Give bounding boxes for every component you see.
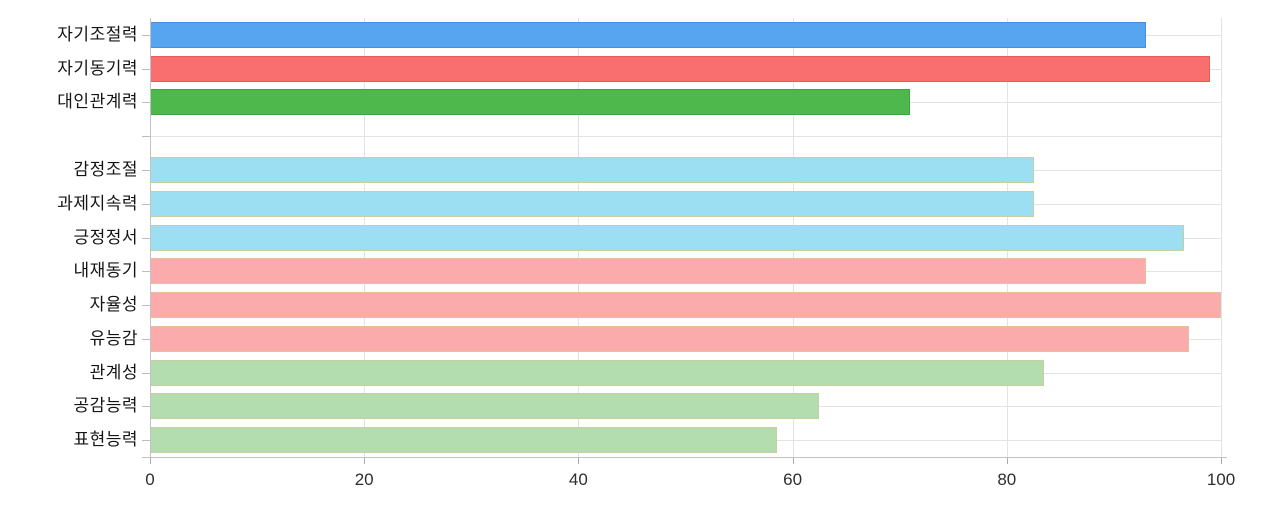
- category-label: 자기조절력: [57, 24, 138, 44]
- category-label: 긍정정서: [73, 227, 138, 247]
- category-tick: [142, 271, 150, 273]
- category-label: 자기동기력: [57, 58, 138, 78]
- category-label: 관계성: [89, 362, 138, 382]
- category-tick: [142, 305, 150, 307]
- category-label: 대인관계력: [57, 92, 138, 112]
- category-tick: [142, 372, 150, 374]
- bar-표현능력: [150, 427, 777, 454]
- bar-과제지속력: [150, 190, 1034, 217]
- category-tick: [142, 102, 150, 104]
- bar-내재동기: [150, 258, 1147, 285]
- x-tick-label: 20: [354, 470, 374, 489]
- category-tick: [142, 338, 150, 340]
- bar-자기조절력: [150, 21, 1147, 48]
- category-label: 감정조절: [73, 159, 138, 179]
- y-axis-line: [150, 18, 151, 458]
- bar-대인관계력: [150, 89, 911, 116]
- bar-자율성: [150, 292, 1221, 319]
- x-axis-line: [142, 457, 1227, 458]
- x-axis-tick: [364, 457, 366, 464]
- category-label: 공감능력: [73, 396, 138, 416]
- bar-관계성: [150, 359, 1045, 386]
- category-tick: [142, 34, 150, 36]
- x-axis-tick: [1006, 457, 1008, 464]
- category-label: 유능감: [89, 328, 138, 348]
- category-tick: [142, 203, 150, 205]
- category-tick: [142, 440, 150, 442]
- category-label: 자율성: [89, 295, 138, 315]
- bar-유능감: [150, 325, 1189, 352]
- bar-공감능력: [150, 393, 820, 420]
- x-tick-label: 80: [997, 470, 1017, 489]
- category-tick: [142, 136, 150, 138]
- x-tick-label: 0: [145, 470, 155, 489]
- x-tick-label: 60: [783, 470, 803, 489]
- category-tick: [142, 68, 150, 70]
- bar-긍정정서: [150, 224, 1184, 251]
- x-tick-label: 100: [1206, 470, 1236, 489]
- x-tick-label: 40: [568, 470, 588, 489]
- x-axis-tick: [792, 457, 794, 464]
- horizontal-gridline: [150, 136, 1221, 138]
- category-label: 표현능력: [73, 430, 138, 450]
- category-tick: [142, 406, 150, 408]
- category-tick: [142, 169, 150, 171]
- category-tick: [142, 237, 150, 239]
- bar-감정조절: [150, 156, 1034, 183]
- x-axis-tick: [150, 457, 151, 464]
- vertical-gridline: [1221, 18, 1222, 457]
- category-label: 과제지속력: [57, 193, 138, 213]
- bar-자기동기력: [150, 55, 1211, 82]
- category-label: 내재동기: [73, 261, 138, 281]
- x-axis-tick: [1221, 457, 1222, 464]
- x-axis-tick: [578, 457, 580, 464]
